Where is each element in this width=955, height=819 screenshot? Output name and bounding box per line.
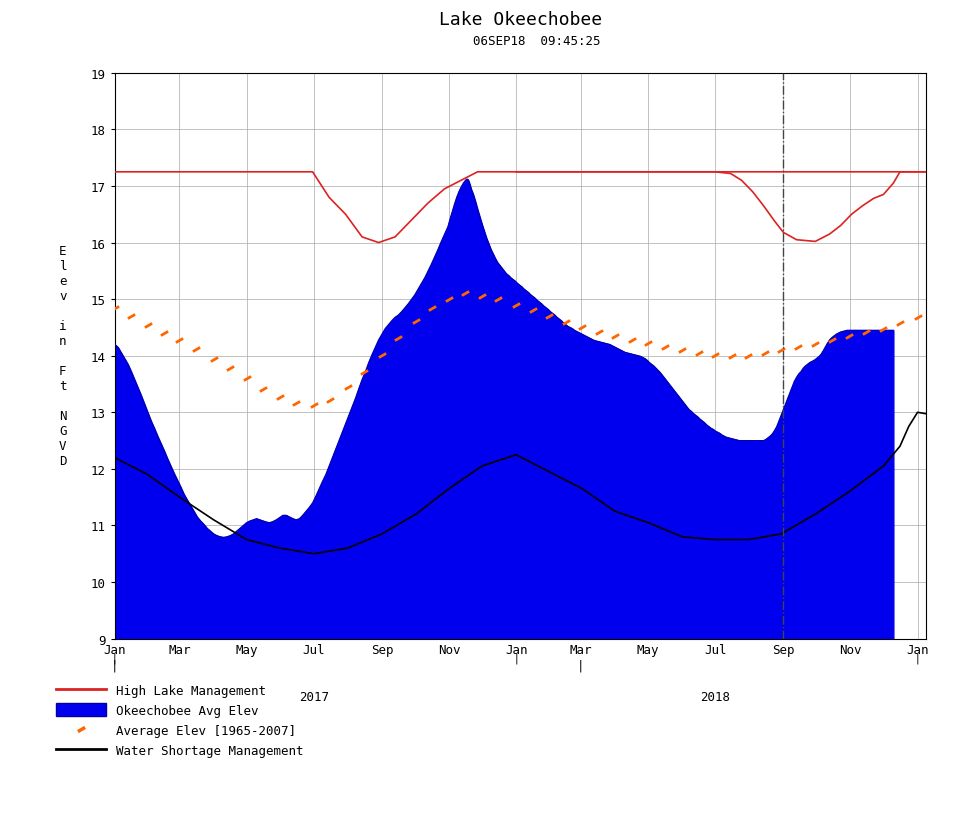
Title: Lake Okeechobee: Lake Okeechobee — [439, 11, 602, 29]
Legend: High Lake Management, Okeechobee Avg Elev, Average Elev [1965-2007], Water Short: High Lake Management, Okeechobee Avg Ele… — [56, 684, 304, 757]
Text: 06SEP18  09:45:25: 06SEP18 09:45:25 — [473, 35, 601, 48]
Text: 2018: 2018 — [700, 690, 731, 703]
Y-axis label: E
l
e
v
 
i
n
 
F
t
 
N
G
V
D: E l e v i n F t N G V D — [59, 245, 67, 468]
Text: |: | — [113, 653, 117, 663]
Text: |: | — [577, 658, 584, 672]
Text: 2017: 2017 — [299, 690, 329, 703]
Text: |: | — [916, 653, 920, 663]
Text: |: | — [111, 658, 118, 672]
Text: |: | — [514, 653, 518, 663]
